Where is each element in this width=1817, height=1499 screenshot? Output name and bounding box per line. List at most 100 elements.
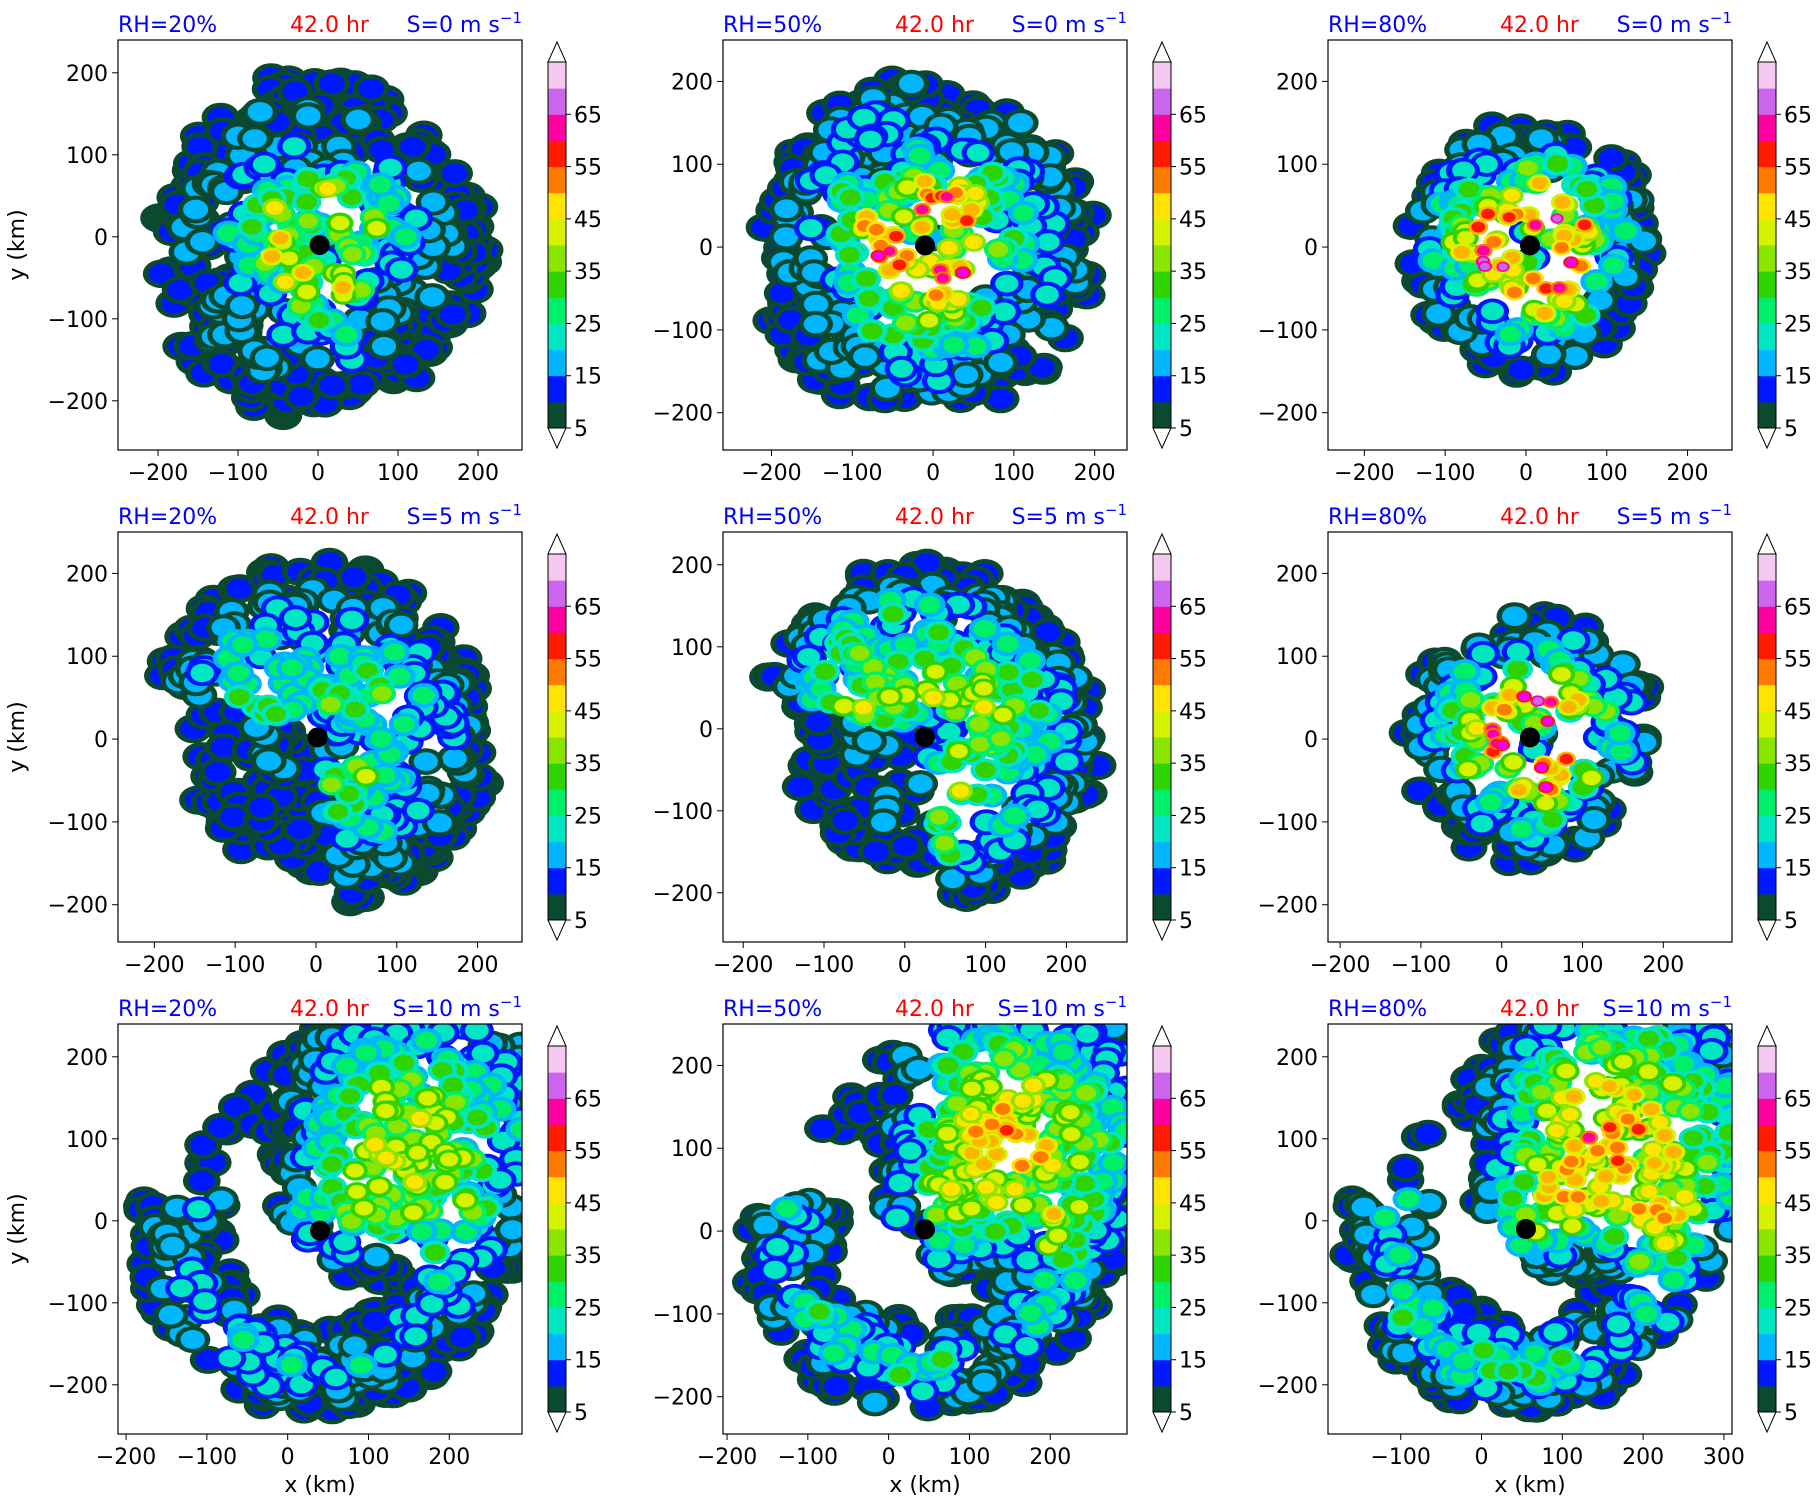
colorbar-segment — [548, 88, 566, 115]
y-tick-label: −100 — [48, 1292, 108, 1317]
colorbar-tick-label: 55 — [574, 648, 602, 673]
panel-rh-label: RH=50% — [723, 505, 822, 530]
colorbar-extend-min — [1757, 919, 1777, 942]
colorbar-segment — [1153, 580, 1171, 607]
panel-shear-label: S=5 m s−1 — [1012, 501, 1127, 530]
colorbar-segment — [548, 1098, 566, 1125]
x-tick-label: −100 — [177, 1445, 237, 1470]
colorbar-segment — [548, 1359, 566, 1387]
storm-center-marker — [1520, 727, 1540, 748]
x-tick-label: 100 — [993, 461, 1035, 486]
x-tick-label: 100 — [1562, 953, 1604, 978]
y-tick-label: 200 — [671, 70, 713, 95]
colorbar-segment — [1758, 88, 1776, 115]
colorbar-segment — [1758, 841, 1776, 869]
colorbar-tick-label: 55 — [1179, 648, 1207, 673]
colorbar-segment — [1758, 1124, 1776, 1152]
storm-center-marker — [309, 235, 330, 255]
colorbar-segment — [548, 349, 566, 377]
panel-time-label: 42.0 hr — [895, 13, 975, 38]
colorbar-segment — [548, 789, 566, 816]
panel-3: −200 −100 0 100 200 200 100 0 −100 −200 RH=80% 42.0… — [1258, 9, 1812, 486]
y-tick-label: 0 — [699, 236, 713, 261]
colorbar-extend-max — [547, 532, 567, 555]
colorbar-segment — [548, 1307, 566, 1335]
x-tick-label: −100 — [1371, 1445, 1431, 1470]
y-tick-label: −200 — [48, 390, 108, 415]
colorbar-segment — [1758, 1359, 1776, 1387]
reflectivity-field — [140, 63, 504, 431]
colorbar-tick-label: 65 — [1784, 103, 1812, 128]
colorbar-extend-max — [1757, 1024, 1777, 1047]
panel-time-label: 42.0 hr — [895, 505, 975, 530]
colorbar-tick-label: 25 — [1784, 804, 1812, 829]
shear-value: S=0 m s — [1012, 13, 1105, 38]
x-tick-label: 200 — [428, 1445, 470, 1470]
colorbar-segment — [548, 737, 566, 764]
colorbar-segment — [548, 1281, 566, 1308]
shear-unit-exponent: −1 — [1105, 993, 1127, 1011]
colorbar-frame — [1757, 61, 1777, 429]
colorbar-tick-label: 25 — [1179, 1296, 1207, 1321]
colorbar-segment — [1153, 1072, 1171, 1099]
colorbar-tick-label: 65 — [1179, 1087, 1207, 1112]
colorbar-segment — [1153, 684, 1171, 712]
colorbar-segment — [548, 297, 566, 324]
colorbar-segment — [1758, 218, 1776, 246]
storm-center-marker — [915, 727, 935, 747]
colorbar-segment — [1153, 1202, 1171, 1230]
colorbar-segment — [548, 867, 566, 895]
colorbar-tick-label: 5 — [1784, 909, 1798, 934]
colorbar-segment — [1758, 580, 1776, 607]
panel-rh-label: RH=50% — [723, 13, 822, 38]
colorbar-tick-label: 15 — [1179, 857, 1207, 882]
colorbar-segment — [1758, 1046, 1776, 1073]
x-tick-label: −200 — [741, 461, 801, 486]
panel-shear-label: S=10 m s−1 — [1603, 993, 1732, 1022]
colorbar-extend-max — [547, 1024, 567, 1047]
panel-8: −200 −100 0 100 200 200 100 0 −100 −200 RH=50% 42.0… — [653, 993, 1207, 1498]
panel-time-label: 42.0 hr — [290, 997, 370, 1022]
colorbar-tick-label: 65 — [1179, 103, 1207, 128]
storm-center-marker — [310, 1220, 330, 1241]
colorbar-tick-label: 45 — [1179, 700, 1207, 725]
colorbar-segment — [1153, 245, 1171, 272]
colorbar-tick-label: 25 — [1179, 804, 1207, 829]
colorbar-tick-label: 5 — [574, 909, 588, 934]
panel-shear-label: S=0 m s−1 — [407, 9, 522, 38]
colorbar-segment — [548, 271, 566, 298]
colorbar-tick-label: 55 — [574, 156, 602, 181]
x-axis-label: x (km) — [1494, 1473, 1565, 1498]
colorbar-segment — [1758, 375, 1776, 403]
y-tick-label: −100 — [653, 800, 713, 825]
y-tick-label: −100 — [653, 1303, 713, 1328]
colorbar-segment — [1758, 349, 1776, 377]
y-tick-label: 200 — [671, 1054, 713, 1079]
plot-frame — [722, 531, 1128, 943]
reflectivity-field — [1392, 111, 1667, 388]
colorbar-segment — [1758, 763, 1776, 790]
x-tick-label: −100 — [205, 953, 265, 978]
x-tick-label: −100 — [1391, 953, 1451, 978]
colorbar-segment — [548, 114, 566, 141]
colorbar-tick-label: 55 — [1784, 1140, 1812, 1165]
x-tick-label: 300 — [1703, 1445, 1745, 1470]
panel-2: −200 −100 0 100 200 200 100 0 −100 −200 RH=50% 42.0… — [653, 9, 1207, 486]
shear-unit-exponent: −1 — [500, 993, 522, 1011]
panel-rh-label: RH=20% — [118, 505, 217, 530]
plot-frame — [722, 1023, 1128, 1435]
colorbar-segment — [548, 192, 566, 220]
y-tick-label: −100 — [1258, 811, 1318, 836]
colorbar-tick-label: 65 — [1179, 595, 1207, 620]
y-tick-label: 0 — [94, 728, 108, 753]
x-tick-label: −100 — [794, 953, 854, 978]
colorbar-segment — [1758, 737, 1776, 764]
colorbar-segment — [1758, 1176, 1776, 1204]
colorbar-segment — [1153, 375, 1171, 403]
colorbar-tick-label: 5 — [1179, 1401, 1193, 1426]
colorbar-segment — [1153, 815, 1171, 843]
colorbar-segment — [548, 166, 566, 194]
colorbar-segment — [1758, 554, 1776, 581]
colorbar-tick-label: 25 — [1179, 312, 1207, 337]
